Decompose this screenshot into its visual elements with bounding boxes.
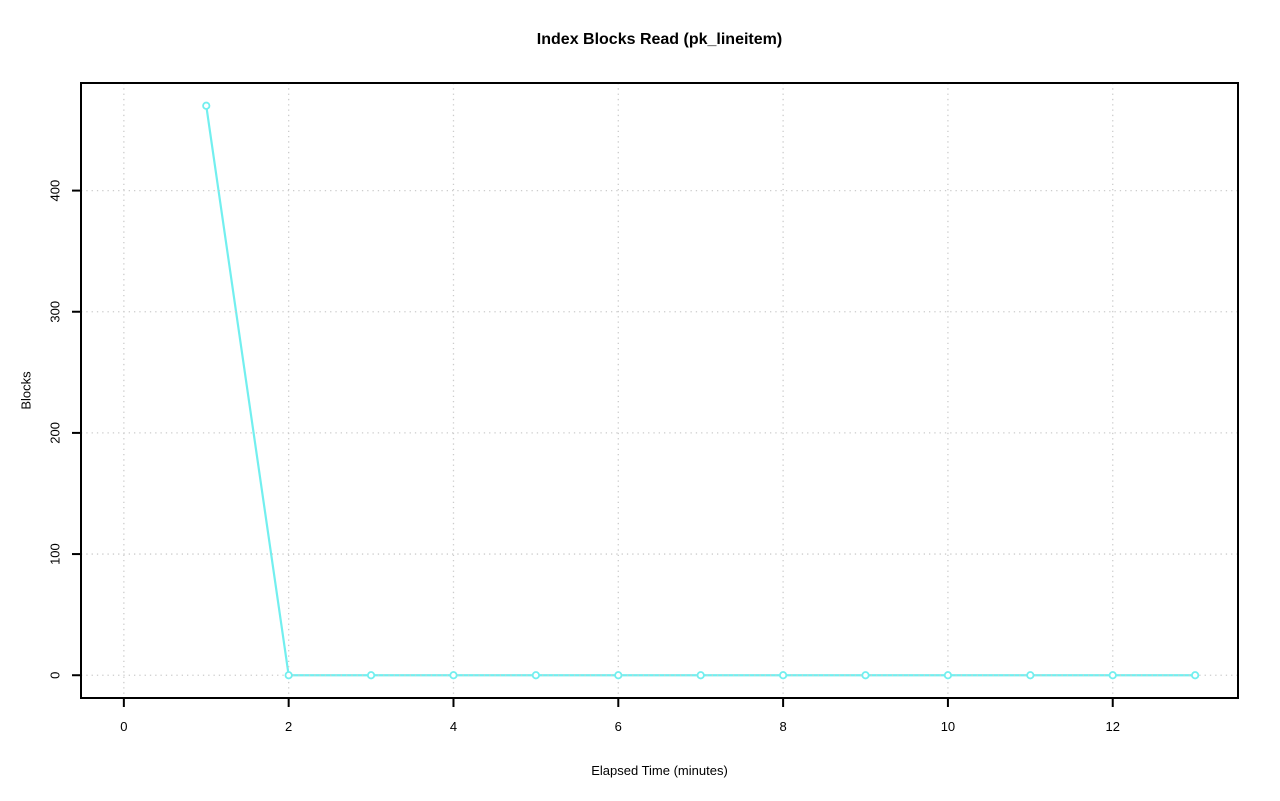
gridlines xyxy=(81,83,1238,698)
chart-title: Index Blocks Read (pk_lineitem) xyxy=(536,31,783,48)
svg-text:100: 100 xyxy=(48,543,63,565)
svg-text:8: 8 xyxy=(779,719,786,734)
y-axis-ticks: 0 100 200 300 400 xyxy=(48,180,81,679)
svg-text:0: 0 xyxy=(48,672,63,679)
svg-text:200: 200 xyxy=(48,422,63,444)
svg-text:10: 10 xyxy=(941,719,955,734)
data-markers xyxy=(202,101,1200,680)
svg-text:2: 2 xyxy=(285,719,292,734)
svg-text:12: 12 xyxy=(1106,719,1120,734)
svg-text:6: 6 xyxy=(615,719,622,734)
svg-text:4: 4 xyxy=(450,719,457,734)
svg-text:300: 300 xyxy=(48,301,63,323)
x-axis-label: Elapsed Time (minutes) xyxy=(591,763,728,778)
plot-border xyxy=(80,82,1239,699)
svg-text:0: 0 xyxy=(120,719,127,734)
svg-text:400: 400 xyxy=(48,180,63,202)
x-axis-ticks: 0 2 4 6 8 10 12 xyxy=(120,698,1120,734)
y-axis-label: Blocks xyxy=(18,371,34,410)
